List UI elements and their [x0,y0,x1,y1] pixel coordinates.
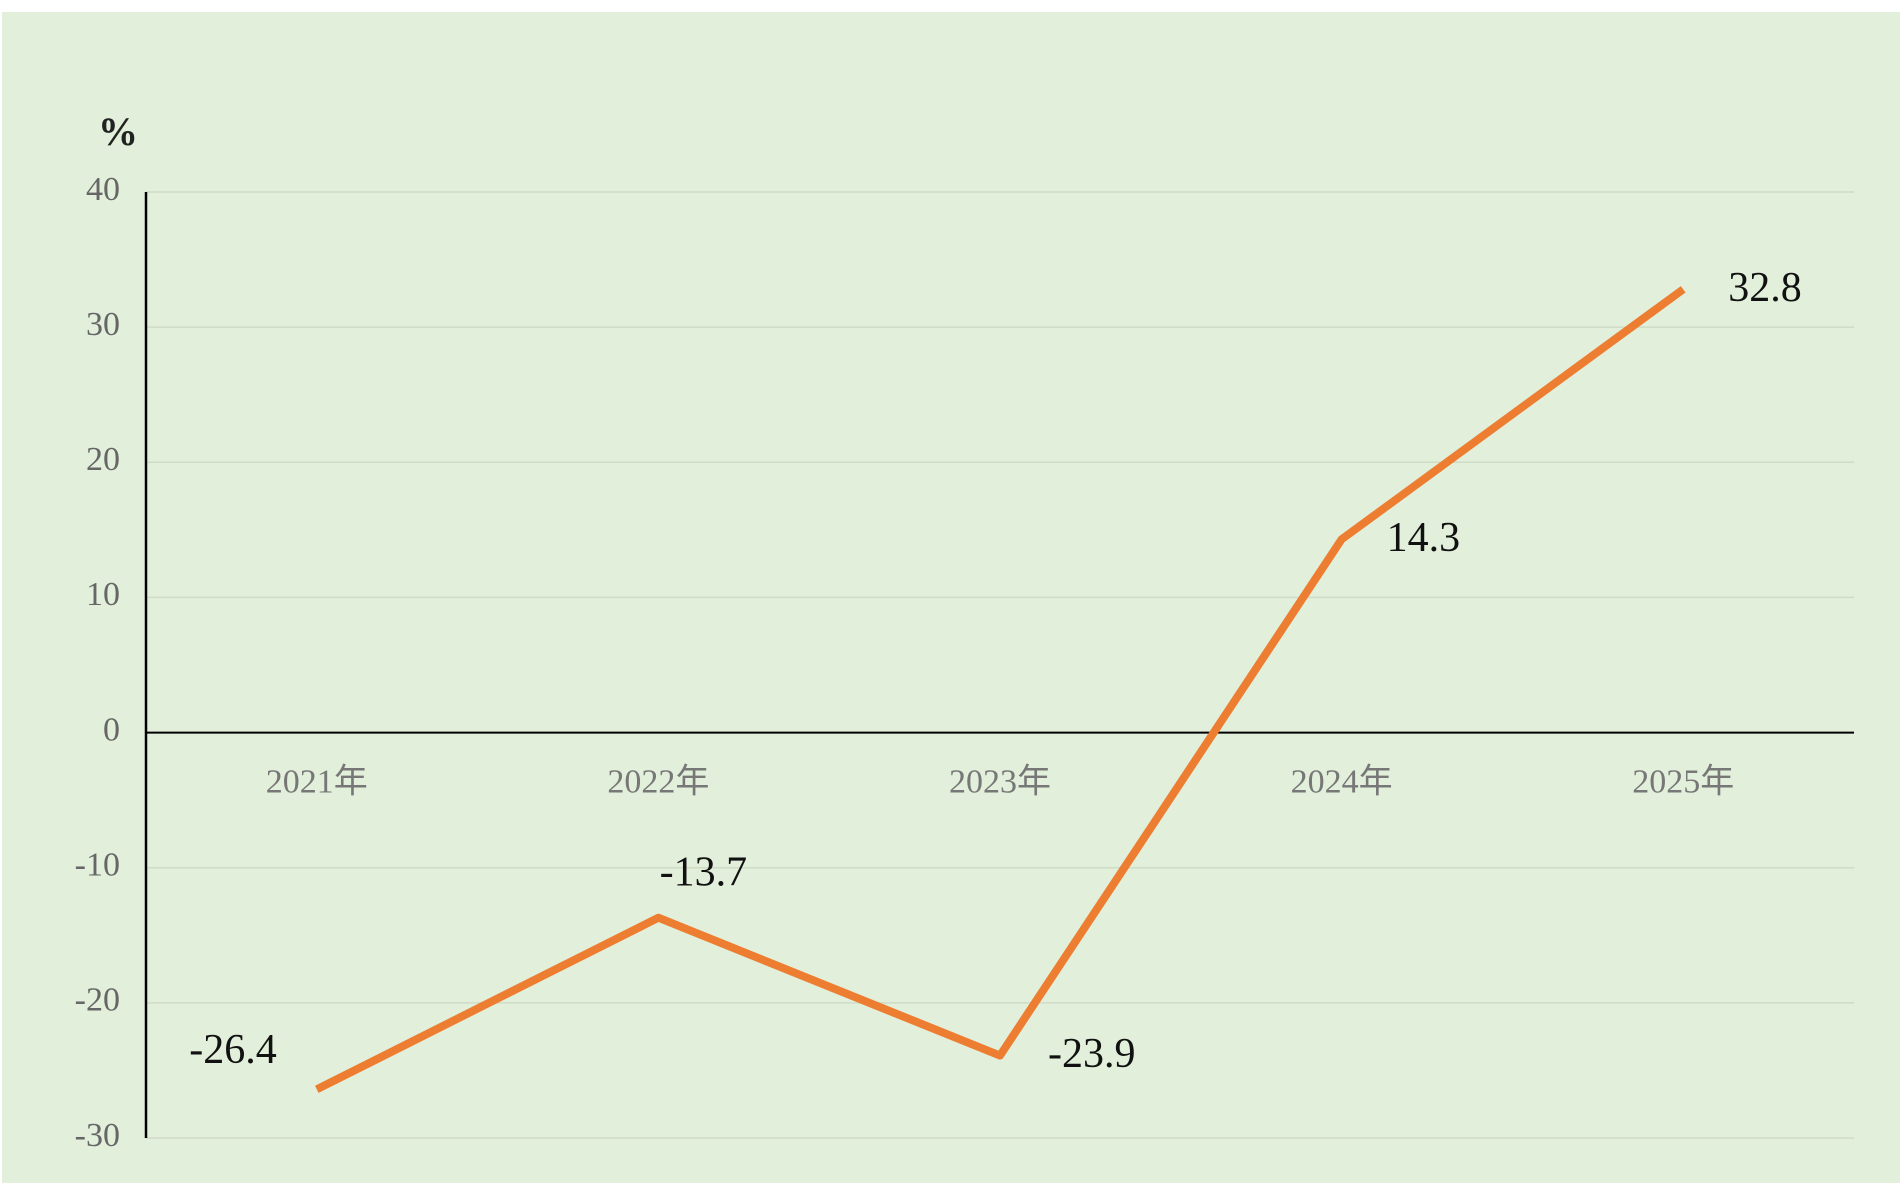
y-tick-label: 30 [86,306,120,343]
data-label: -13.7 [660,849,748,895]
data-label: 14.3 [1387,515,1461,561]
y-tick-label: 40 [86,171,120,208]
data-line [315,286,1686,1093]
x-tick-label: 2022年 [607,762,709,800]
x-tick-label: 2024年 [1291,762,1393,800]
y-tick-label: 0 [103,711,120,748]
y-tick-label: -30 [75,1117,120,1154]
x-tick-label: 2021年 [266,762,368,800]
data-label: 32.8 [1728,265,1802,311]
x-tick-label: 2025年 [1632,762,1734,800]
x-tick-label: 2023年 [949,762,1051,800]
data-label: -26.4 [189,1027,277,1073]
y-tick-label: -10 [75,847,120,884]
y-tick-label: 10 [86,576,120,613]
y-tick-label: 20 [86,441,120,478]
data-label: -23.9 [1048,1031,1136,1077]
y-axis-unit: % [98,109,138,154]
y-tick-label: -20 [75,982,120,1019]
